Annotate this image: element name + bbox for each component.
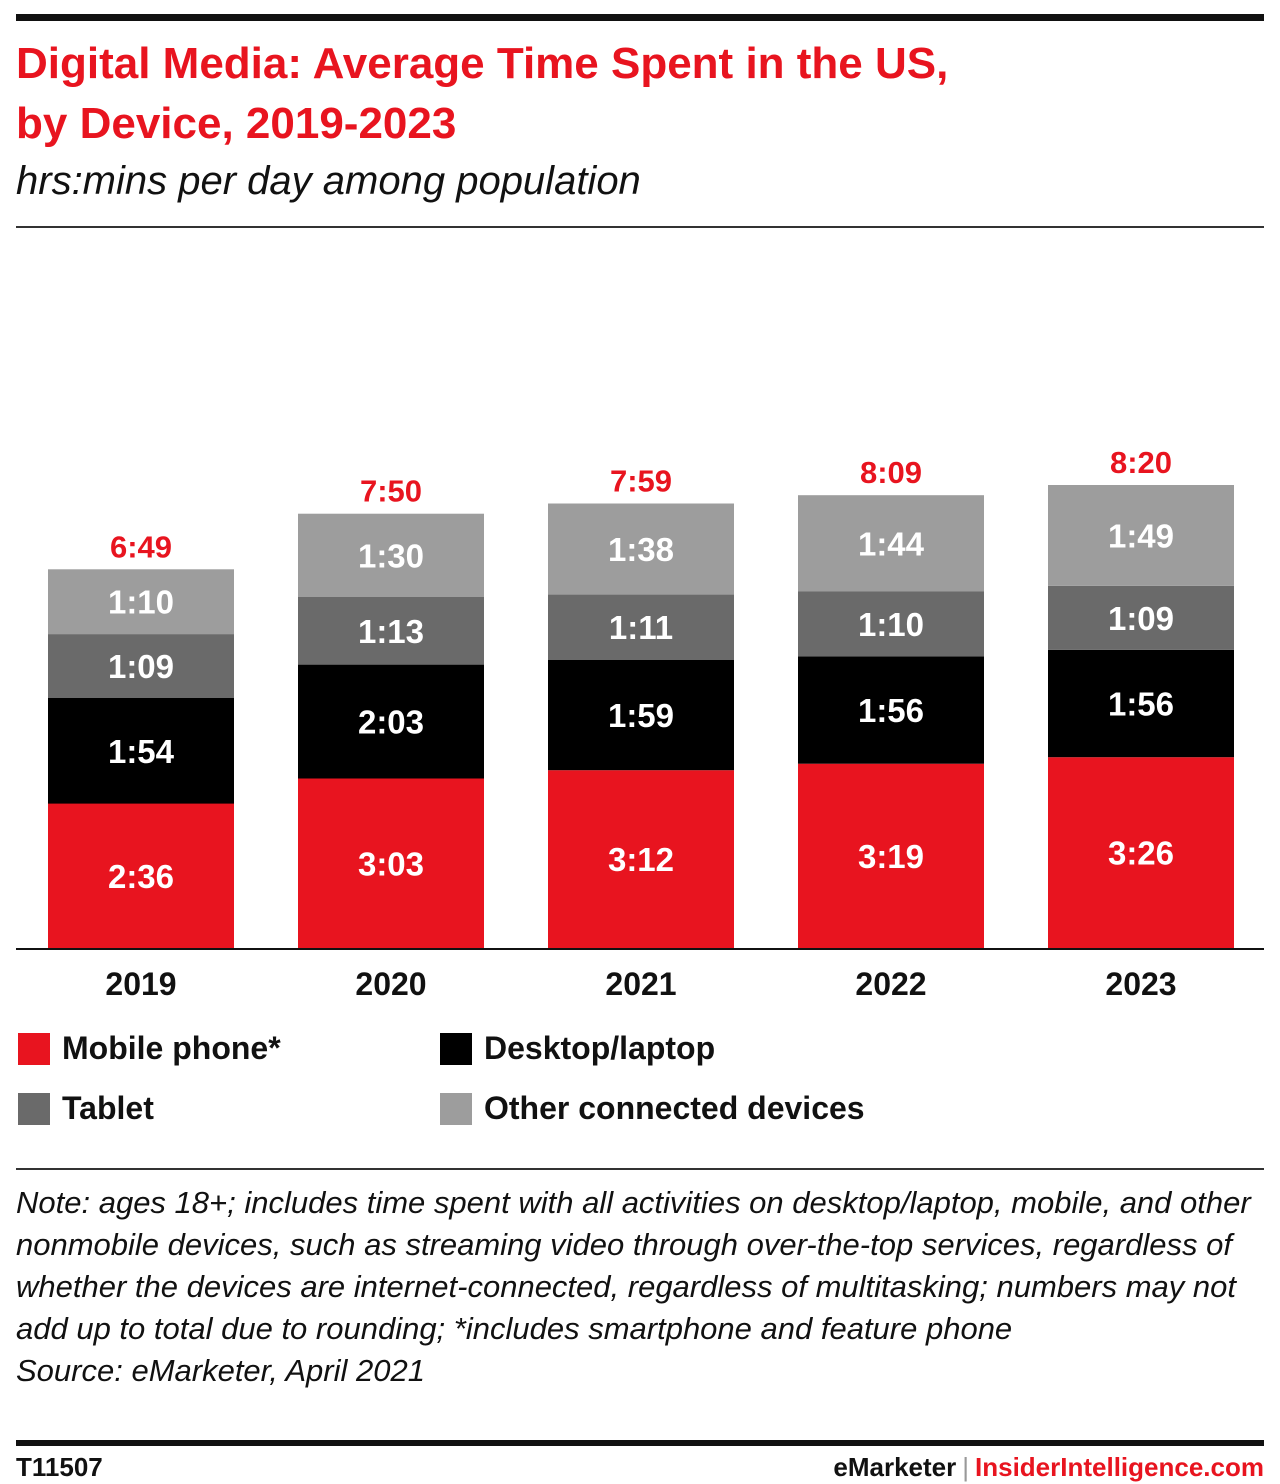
bar-segment-other-2022 — [798, 495, 984, 592]
total-label-2022: 8:09 — [860, 455, 922, 490]
bar-segment-tablet-2021 — [548, 594, 734, 660]
legend-swatch-mobile — [18, 1032, 50, 1065]
total-label-2021: 7:59 — [610, 464, 672, 499]
total-label-2020: 7:50 — [360, 474, 422, 509]
segment-label-mobile-2020: 3:03 — [358, 845, 424, 882]
total-label-2019: 6:49 — [110, 529, 172, 564]
legend-label-other: Other connected devices — [484, 1090, 865, 1126]
bar-segment-tablet-2020 — [298, 597, 484, 665]
segment-label-desktop-2021: 1:59 — [608, 697, 674, 734]
brand-name: eMarketer — [833, 1452, 957, 1482]
header-divider — [16, 226, 1264, 228]
segment-label-tablet-2020: 1:13 — [358, 613, 424, 650]
segment-label-mobile-2023: 3:26 — [1108, 835, 1174, 872]
chart-legend: Mobile phone* Desktop/laptop Tablet Othe… — [18, 1030, 1258, 1160]
bar-segment-desktop-2023 — [1048, 649, 1234, 758]
note-text: Note: ages 18+; includes time spent with… — [16, 1185, 1251, 1346]
segment-label-desktop-2019: 1:54 — [108, 733, 175, 770]
legend-item-other: Other connected devices — [440, 1090, 865, 1127]
bottom-rule — [16, 1440, 1264, 1446]
segment-label-mobile-2019: 2:36 — [108, 858, 174, 895]
bar-segment-mobile-2022 — [798, 763, 984, 948]
x-tick-label-2023: 2023 — [1105, 966, 1176, 1002]
legend-item-mobile: Mobile phone* — [18, 1030, 281, 1067]
bar-segment-desktop-2022 — [798, 656, 984, 764]
footer-brand: eMarketer | InsiderIntelligence.com — [833, 1452, 1264, 1483]
segment-label-other-2022: 1:44 — [858, 525, 925, 562]
segment-label-other-2019: 1:10 — [108, 584, 174, 621]
chart-subtitle: hrs:mins per day among population — [16, 159, 641, 203]
legend-label-desktop: Desktop/laptop — [484, 1030, 716, 1066]
segment-label-tablet-2019: 1:09 — [108, 648, 174, 685]
brand-separator: | — [962, 1452, 970, 1482]
source-text: Source: eMarketer, April 2021 — [16, 1353, 425, 1388]
legend-swatch-other — [440, 1092, 472, 1125]
total-label-2023: 8:20 — [1110, 445, 1172, 480]
bar-segment-desktop-2020 — [298, 664, 484, 779]
bar-segment-other-2020 — [298, 513, 484, 597]
chart-note: Note: ages 18+; includes time spent with… — [16, 1182, 1266, 1392]
bar-segment-tablet-2022 — [798, 591, 984, 657]
bar-segment-desktop-2021 — [548, 660, 734, 771]
legend-label-mobile: Mobile phone* — [62, 1030, 281, 1066]
legend-swatch-tablet — [18, 1092, 50, 1125]
chart-id: T11507 — [16, 1452, 103, 1482]
bar-segment-other-2019 — [48, 569, 234, 635]
bar-segment-mobile-2020 — [298, 778, 484, 948]
segment-label-tablet-2023: 1:09 — [1108, 600, 1174, 637]
brand-site: InsiderIntelligence.com — [975, 1452, 1264, 1482]
segment-label-desktop-2022: 1:56 — [858, 692, 924, 729]
segment-label-other-2023: 1:49 — [1108, 518, 1174, 555]
segment-label-mobile-2021: 3:12 — [608, 841, 674, 878]
bar-segment-mobile-2023 — [1048, 757, 1234, 948]
stacked-bar-chart: 2:36 1:54 1:09 1:10 6:49 2019 3:03 2:03 1:13 1:30… — [16, 445, 1264, 1002]
segment-label-tablet-2022: 1:10 — [858, 606, 924, 643]
bar-segment-tablet-2023 — [1048, 585, 1234, 650]
chart-title-line-2: by Device, 2019-2023 — [16, 99, 457, 148]
chart-title-line-1: Digital Media: Average Time Spent in the… — [16, 39, 949, 88]
x-tick-label-2021: 2021 — [605, 966, 676, 1002]
bar-segment-desktop-2019 — [48, 698, 234, 804]
legend-label-tablet: Tablet — [62, 1090, 154, 1126]
bar-segment-tablet-2019 — [48, 634, 234, 698]
segment-label-tablet-2021: 1:11 — [609, 609, 673, 646]
segment-label-mobile-2022: 3:19 — [858, 838, 924, 875]
segment-label-other-2021: 1:38 — [608, 531, 674, 568]
bar-segment-mobile-2019 — [48, 803, 234, 948]
x-tick-label-2022: 2022 — [855, 966, 926, 1002]
segment-label-desktop-2020: 2:03 — [358, 704, 424, 741]
x-axis-line — [16, 948, 1264, 950]
legend-swatch-desktop — [440, 1032, 472, 1065]
segment-label-other-2020: 1:30 — [358, 537, 424, 574]
x-tick-label-2019: 2019 — [105, 966, 176, 1002]
top-rule — [16, 14, 1264, 21]
bar-segment-other-2023 — [1048, 485, 1234, 586]
bar-segment-other-2021 — [548, 503, 734, 595]
legend-divider — [16, 1168, 1264, 1170]
legend-item-desktop: Desktop/laptop — [440, 1030, 715, 1067]
x-tick-label-2020: 2020 — [355, 966, 426, 1002]
bar-segment-mobile-2021 — [548, 770, 734, 948]
segment-label-desktop-2023: 1:56 — [1108, 686, 1174, 723]
chart-title: Digital Media: Average Time Spent in the… — [16, 34, 1216, 154]
legend-item-tablet: Tablet — [18, 1090, 154, 1127]
